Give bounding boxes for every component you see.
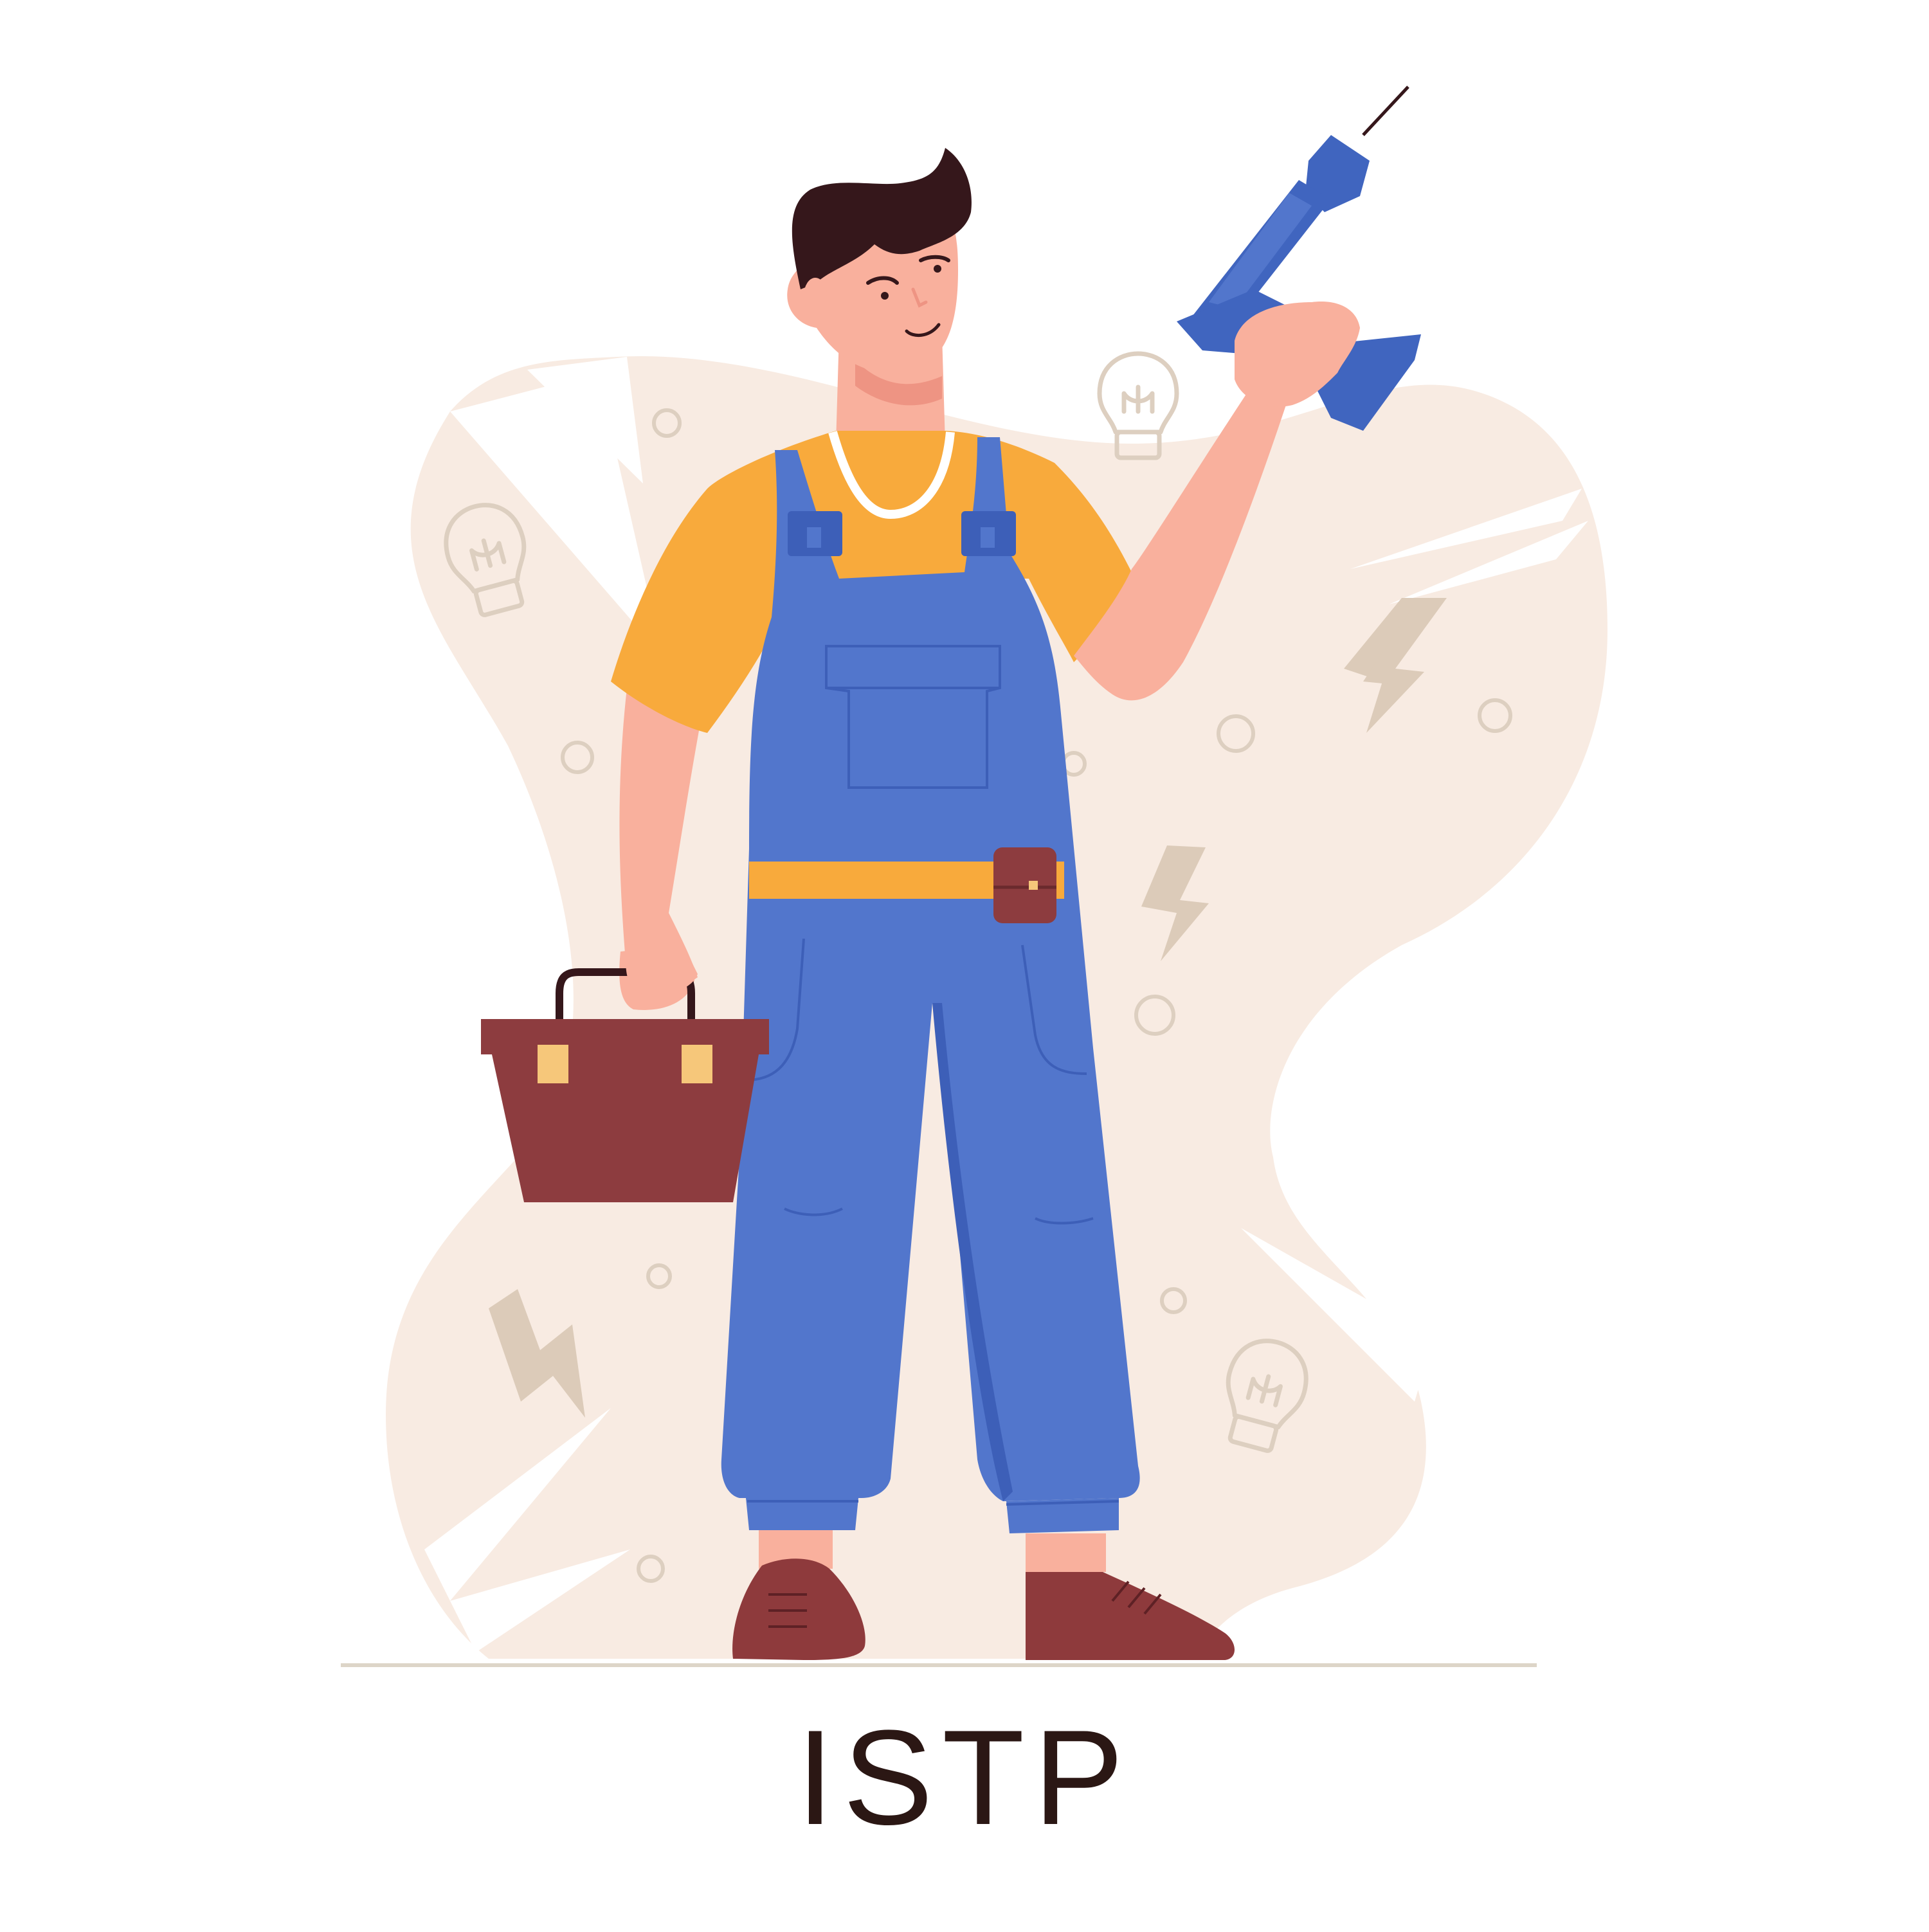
- lightning-bolt-icon: [1344, 598, 1447, 733]
- lightning-bolt-icon: [1141, 845, 1209, 961]
- burst-rays: [424, 357, 1588, 1652]
- left-arm: [619, 688, 701, 989]
- hair: [792, 148, 972, 289]
- right-arm: [1074, 373, 1286, 701]
- toolbox: [481, 968, 769, 1202]
- lightning-bolt-icon: [489, 1289, 585, 1418]
- decor-circles: [561, 408, 1512, 1583]
- personality-type-label: ISTP: [796, 1702, 1133, 1853]
- worker-character: [481, 86, 1421, 1660]
- lightbulb-icon: [1097, 351, 1179, 460]
- overalls: [721, 437, 1140, 1501]
- lightbulb-icon: [444, 503, 527, 617]
- belt-pouch: [993, 847, 1056, 923]
- lightbulb-icon: [1226, 1339, 1309, 1453]
- right-shoe: [1026, 1572, 1235, 1660]
